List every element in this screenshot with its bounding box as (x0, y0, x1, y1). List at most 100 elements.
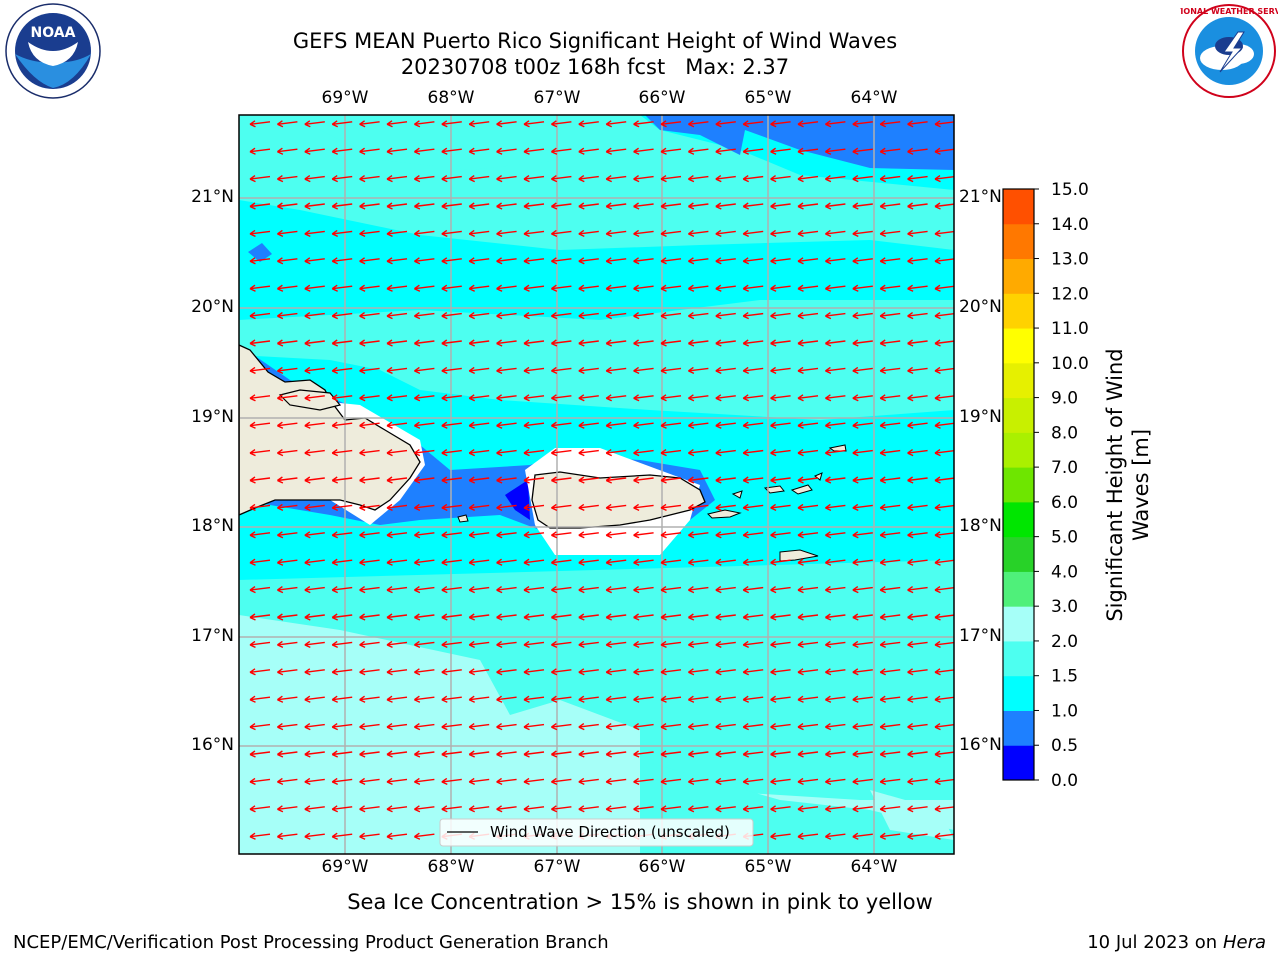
wind-wave-arrow (359, 421, 380, 429)
wind-wave-arrow (770, 805, 791, 813)
wind-wave-arrow (523, 777, 545, 786)
wind-wave-arrow (441, 558, 462, 566)
wind-wave-arrow (797, 558, 819, 566)
colorbar-label-line1: Significant Height of Wind (1103, 348, 1127, 622)
wind-wave-arrow (605, 284, 627, 292)
wind-wave-arrow (660, 476, 682, 484)
wind-wave-arrow (715, 366, 736, 375)
wind-wave-arrow (907, 531, 928, 539)
wind-wave-arrow (304, 147, 325, 155)
low-wave-patch-nw (248, 243, 272, 262)
wind-wave-arrow (715, 640, 736, 649)
lat-label-right: 19°N (959, 407, 1002, 427)
wind-wave-arrow (824, 229, 846, 238)
colorbar-tick-label: 0.0 (1051, 771, 1078, 791)
colorbar-tick-label: 1.5 (1051, 667, 1078, 687)
wind-wave-arrow (715, 695, 736, 703)
wind-wave-arrow (413, 640, 435, 649)
wind-wave-arrow (441, 257, 462, 265)
wind-wave-arrow (523, 257, 545, 265)
wind-wave-arrow (496, 312, 517, 320)
wind-wave-arrow (687, 257, 709, 265)
wind-wave-arrow (578, 449, 599, 457)
colorbar-tick-label: 5.0 (1051, 528, 1078, 548)
wind-wave-arrow (907, 503, 928, 512)
wind-wave-arrow (879, 750, 901, 758)
wind-wave-arrow (879, 640, 901, 649)
wind-wave-arrow (852, 202, 873, 210)
wind-wave-arrow (879, 366, 901, 375)
chart-title: GEFS MEAN Puerto Rico Significant Height… (292, 29, 898, 53)
wind-wave-arrow (824, 613, 846, 621)
wind-wave-arrow (496, 284, 517, 292)
wind-wave-arrow (331, 723, 353, 731)
wind-wave-arrow (441, 120, 462, 128)
wind-wave-arrow (687, 175, 709, 183)
lon-label-top: 64°W (850, 88, 898, 108)
wind-wave-arrow (468, 175, 490, 183)
wind-wave-arrow (605, 476, 627, 484)
colorbar-tick-label: 8.0 (1051, 423, 1078, 443)
wind-wave-arrow (797, 586, 819, 594)
nws-logo-text: NATIONAL WEATHER SERVICE (1180, 7, 1278, 16)
wind-wave-arrow (605, 312, 627, 320)
wind-wave-arrow (468, 723, 490, 731)
chart-subtitle: 20230708 t00z 168h fcst Max: 2.37 (400, 55, 790, 79)
wind-wave-arrow (523, 339, 545, 347)
wind-wave-arrow (907, 586, 928, 594)
wind-wave-arrow (386, 668, 408, 676)
wind-wave-arrow (687, 147, 709, 155)
wind-wave-arrow (907, 476, 928, 484)
wind-wave-arrow (304, 503, 325, 512)
wind-wave-arrow (496, 394, 517, 402)
wind-wave-arrow (633, 120, 654, 128)
wind-wave-arrow (852, 586, 873, 594)
wind-wave-arrow (496, 257, 517, 265)
wind-wave-arrow (304, 723, 325, 731)
wind-wave-arrow (934, 723, 954, 731)
wind-wave-arrow (441, 339, 462, 347)
wind-wave-arrow (633, 394, 654, 402)
wind-wave-arrow (770, 202, 791, 210)
wind-wave-arrow (797, 668, 819, 676)
wind-wave-arrow (879, 175, 901, 183)
colorbar-segment (1003, 328, 1034, 364)
wind-wave-arrow (852, 723, 873, 731)
wind-wave-arrow (413, 339, 435, 347)
lat-label-right: 16°N (959, 735, 1002, 755)
wind-wave-arrow (496, 476, 517, 484)
map-frame (238, 114, 955, 855)
wind-wave-arrow (550, 695, 572, 703)
wind-wave-arrow (660, 229, 682, 238)
wave-band-middle (239, 300, 954, 420)
wind-wave-arrow (797, 229, 819, 238)
wave-patch-se (870, 790, 954, 840)
wind-wave-arrow (249, 175, 271, 183)
wind-wave-arrow (633, 777, 654, 786)
wind-wave-arrow (934, 805, 954, 813)
wind-wave-arrow (879, 558, 901, 566)
wind-wave-arrow (687, 366, 709, 375)
wind-wave-arrow (386, 147, 408, 155)
wind-wave-arrow (359, 640, 380, 649)
colorbar: 0.0 0.5 1.0 1.5 2.0 3.0 4.0 5.0 6.0 7.0 8.0 9.0 10.0… (1002, 180, 1089, 791)
wind-wave-arrow (660, 449, 682, 457)
wind-wave-arrow (934, 558, 954, 566)
lat-label-left: 18°N (191, 516, 234, 536)
colorbar-tick-label: 4.0 (1051, 562, 1078, 582)
wind-wave-arrow (660, 366, 682, 375)
wind-wave-arrow (797, 832, 819, 840)
colorbar-tick-label: 15.0 (1051, 180, 1089, 200)
wind-wave-arrow (550, 147, 572, 155)
colorbar-tick-label: 7.0 (1051, 458, 1078, 478)
wind-wave-arrow (413, 394, 435, 402)
wind-wave-arrow (304, 449, 325, 457)
lon-label-bottom: 66°W (638, 857, 686, 877)
wind-wave-arrow (496, 449, 517, 457)
wind-wave-arrow (331, 531, 353, 539)
wind-wave-arrow (770, 613, 791, 621)
wind-wave-arrow (852, 640, 873, 649)
wind-wave-arrow (496, 805, 517, 813)
wind-wave-arrow (879, 531, 901, 539)
wind-wave-arrow (276, 832, 298, 840)
